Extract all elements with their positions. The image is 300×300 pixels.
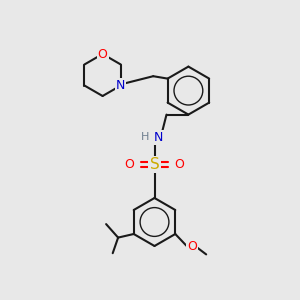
- Text: O: O: [175, 158, 184, 171]
- Text: N: N: [154, 130, 163, 144]
- Text: O: O: [98, 47, 107, 61]
- Text: H: H: [141, 132, 150, 142]
- Text: O: O: [187, 239, 197, 253]
- Text: S: S: [150, 157, 159, 172]
- Text: N: N: [116, 79, 125, 92]
- Text: O: O: [125, 158, 134, 171]
